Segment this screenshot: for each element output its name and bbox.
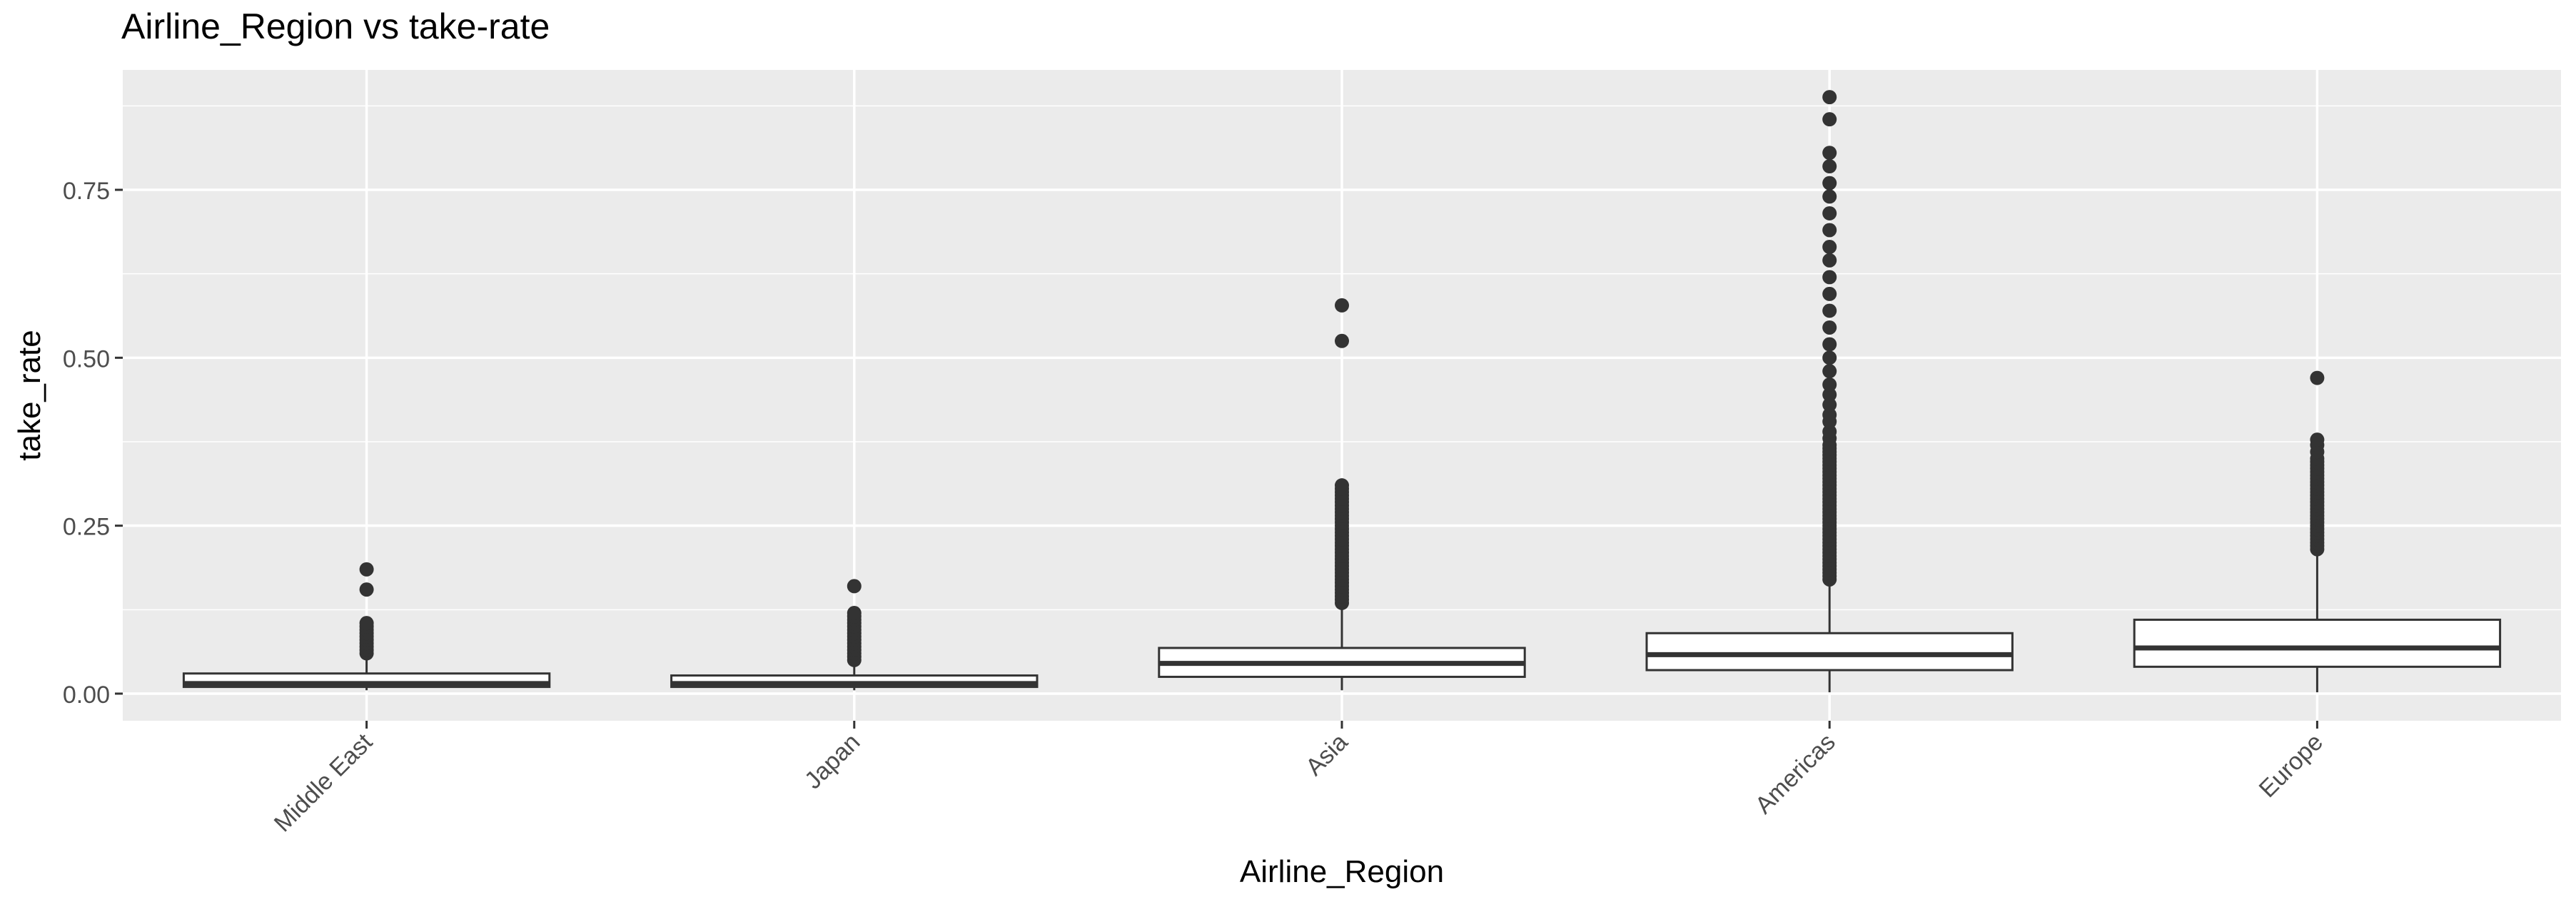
- outlier-point: [847, 606, 862, 621]
- y-tick-label: 0.25: [63, 514, 110, 541]
- outlier-point: [359, 616, 374, 631]
- outlier-point: [1822, 206, 1837, 221]
- outlier-point: [1822, 176, 1837, 191]
- outlier-point: [2310, 432, 2325, 447]
- outlier-point: [1822, 90, 1837, 105]
- outlier-point: [1822, 253, 1837, 268]
- outlier-point: [1822, 407, 1837, 422]
- y-tick-label: 0.75: [63, 178, 110, 205]
- outlier-point: [1822, 159, 1837, 174]
- outlier-point: [847, 579, 862, 594]
- y-tick-label: 0.00: [63, 681, 110, 709]
- outlier-point: [1822, 387, 1837, 402]
- box: [2133, 618, 2502, 668]
- y-axis-title: take_rate: [12, 330, 47, 460]
- outlier-point: [1822, 350, 1837, 365]
- x-tick-label: Americas: [1750, 729, 1841, 819]
- outlier-point: [2310, 370, 2325, 385]
- outlier-point: [1335, 478, 1349, 493]
- x-tick-label: Europe: [2254, 729, 2328, 803]
- outlier-point: [1822, 397, 1837, 412]
- outlier-point: [1822, 112, 1837, 127]
- outlier-point: [1822, 424, 1837, 439]
- x-tick-label: Asia: [1300, 729, 1353, 781]
- outlier-point: [359, 562, 374, 577]
- y-tick-label: 0.50: [63, 345, 110, 373]
- outlier-point: [1822, 240, 1837, 255]
- outlier-point: [359, 582, 374, 597]
- x-axis-title: Airline_Region: [1240, 854, 1444, 889]
- outlier-point: [1335, 298, 1349, 313]
- outlier-point: [1822, 270, 1837, 285]
- outlier-point: [1822, 146, 1837, 161]
- outlier-point: [1822, 337, 1837, 352]
- outlier-point: [1822, 223, 1837, 238]
- outlier-point: [1335, 333, 1349, 348]
- chart-title: Airline_Region vs take-rate: [121, 6, 550, 46]
- x-tick-label: Middle East: [269, 728, 378, 837]
- x-tick-label: Japan: [799, 729, 865, 794]
- box: [1645, 632, 2014, 672]
- outlier-point: [1822, 286, 1837, 301]
- outlier-point: [1822, 364, 1837, 379]
- outlier-point: [1822, 320, 1837, 335]
- outlier-point: [1822, 189, 1837, 204]
- outlier-point: [1822, 303, 1837, 318]
- outlier-point: [1822, 377, 1837, 392]
